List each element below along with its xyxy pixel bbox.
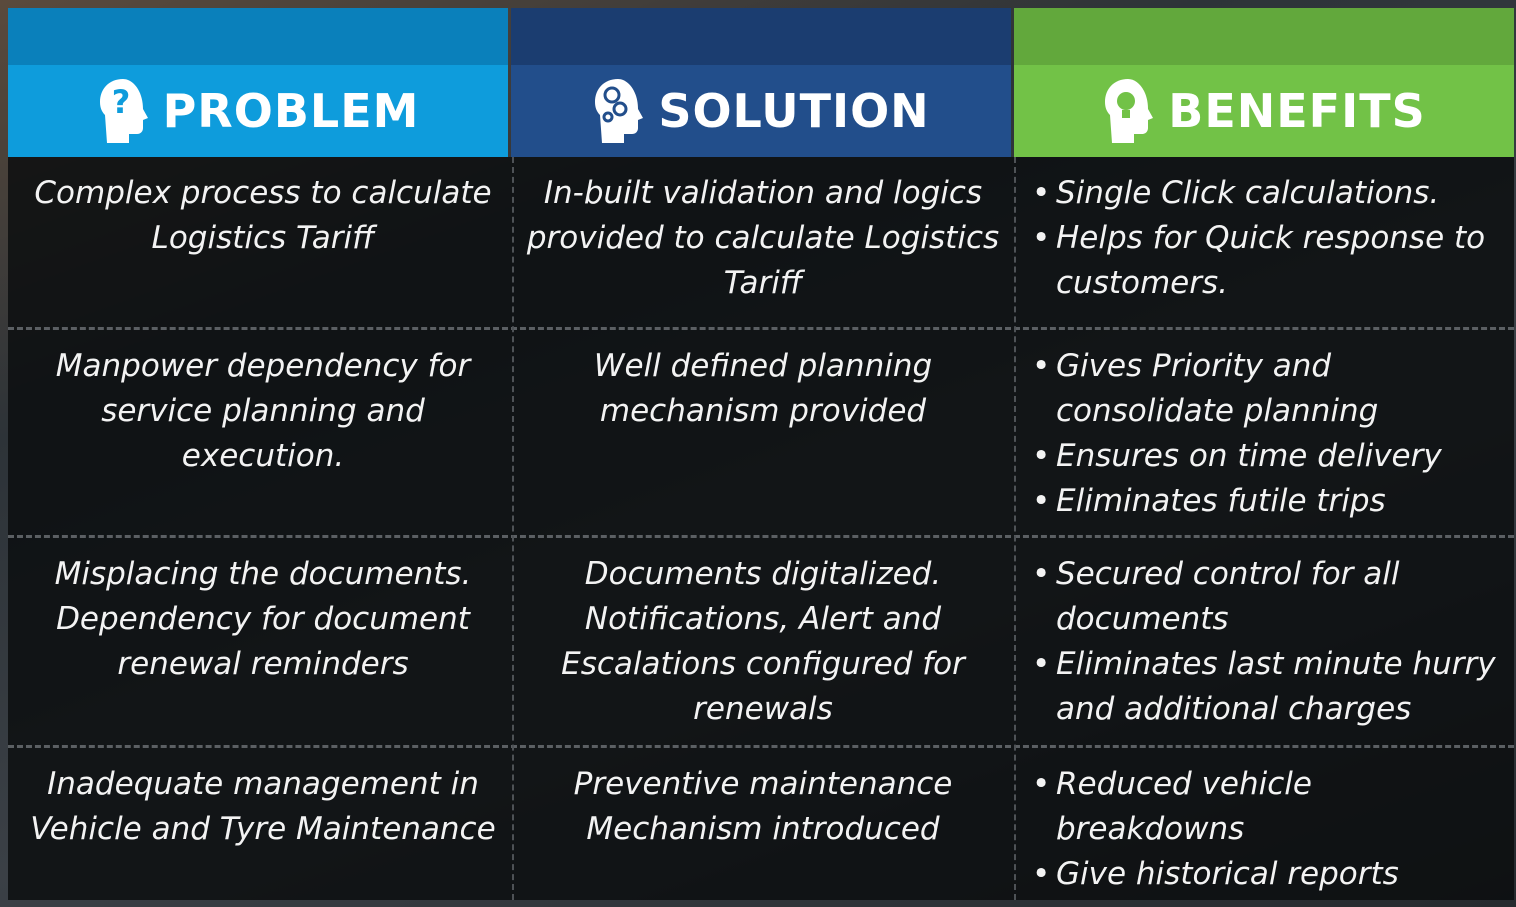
benefits-cell: Single Click calculations.Helps for Quic… bbox=[1032, 171, 1510, 306]
header-band: SOLUTION bbox=[511, 65, 1011, 157]
problem-header: ? PROBLEM bbox=[8, 8, 508, 157]
header-band: BENEFITS bbox=[1014, 65, 1514, 157]
solution-cell: Well defined planning mechanism provided bbox=[593, 348, 933, 429]
column-title: PROBLEM bbox=[162, 84, 420, 138]
benefit-item: Helps for Quick response to customers. bbox=[1032, 216, 1510, 306]
column-title: BENEFITS bbox=[1168, 84, 1426, 138]
header-band: ? PROBLEM bbox=[8, 65, 508, 157]
table-row: Complex process to calculate Logistics T… bbox=[8, 157, 1514, 327]
benefit-item: Eliminates futile trips bbox=[1032, 479, 1510, 524]
header-cap bbox=[8, 8, 508, 65]
benefits-cell: Reduced vehicle breakdownsGive historica… bbox=[1032, 762, 1510, 897]
header-cap bbox=[1014, 8, 1514, 65]
benefits-cell: Gives Priority and consolidate planningE… bbox=[1032, 344, 1510, 524]
benefit-list: Single Click calculations.Helps for Quic… bbox=[1032, 171, 1510, 306]
benefit-item: Give historical reports bbox=[1032, 852, 1510, 897]
table-body: Complex process to calculate Logistics T… bbox=[8, 157, 1514, 900]
column-divider bbox=[1014, 157, 1016, 900]
benefit-item: Single Click calculations. bbox=[1032, 171, 1510, 216]
benefit-list: Gives Priority and consolidate planningE… bbox=[1032, 344, 1510, 524]
problem-cell: Complex process to calculate Logistics T… bbox=[34, 175, 492, 256]
bulb-head-icon bbox=[1105, 79, 1154, 143]
benefit-item: Gives Priority and consolidate planning bbox=[1032, 344, 1510, 434]
benefit-item: Secured control for all documents bbox=[1032, 552, 1510, 642]
solution-cell: In-built validation and logics provided … bbox=[526, 175, 1000, 301]
table-row: Inadequate management in Vehicle and Tyr… bbox=[8, 745, 1514, 903]
question-head-icon: ? bbox=[99, 79, 148, 143]
svg-text:?: ? bbox=[111, 83, 130, 121]
benefit-item: Eliminates last minute hurry and additio… bbox=[1032, 642, 1510, 732]
column-divider bbox=[512, 157, 514, 900]
benefit-list: Reduced vehicle breakdownsGive historica… bbox=[1032, 762, 1510, 897]
header-cap bbox=[511, 8, 1011, 65]
solution-header: SOLUTION bbox=[511, 8, 1011, 157]
problem-cell: Misplacing the documents. Dependency for… bbox=[54, 556, 472, 682]
gears-head-icon bbox=[595, 79, 644, 143]
table-row: Manpower dependency for service planning… bbox=[8, 327, 1514, 538]
benefit-list: Secured control for all documentsElimina… bbox=[1032, 552, 1510, 732]
benefits-cell: Secured control for all documentsElimina… bbox=[1032, 552, 1510, 732]
solution-cell: Preventive maintenance Mechanism introdu… bbox=[573, 766, 953, 847]
benefit-item: Reduced vehicle breakdowns bbox=[1032, 762, 1510, 852]
solution-cell: Documents digitalized. Notifications, Al… bbox=[561, 556, 965, 727]
benefits-header: BENEFITS bbox=[1014, 8, 1514, 157]
problem-cell: Inadequate management in Vehicle and Tyr… bbox=[30, 766, 496, 847]
column-title: SOLUTION bbox=[658, 84, 930, 138]
table-row: Misplacing the documents. Dependency for… bbox=[8, 535, 1514, 748]
benefit-item: Ensures on time delivery bbox=[1032, 434, 1510, 479]
problem-cell: Manpower dependency for service planning… bbox=[55, 348, 471, 474]
comparison-table: ? PROBLEM SOLUTION BENEFITS Complex proc… bbox=[8, 8, 1514, 900]
